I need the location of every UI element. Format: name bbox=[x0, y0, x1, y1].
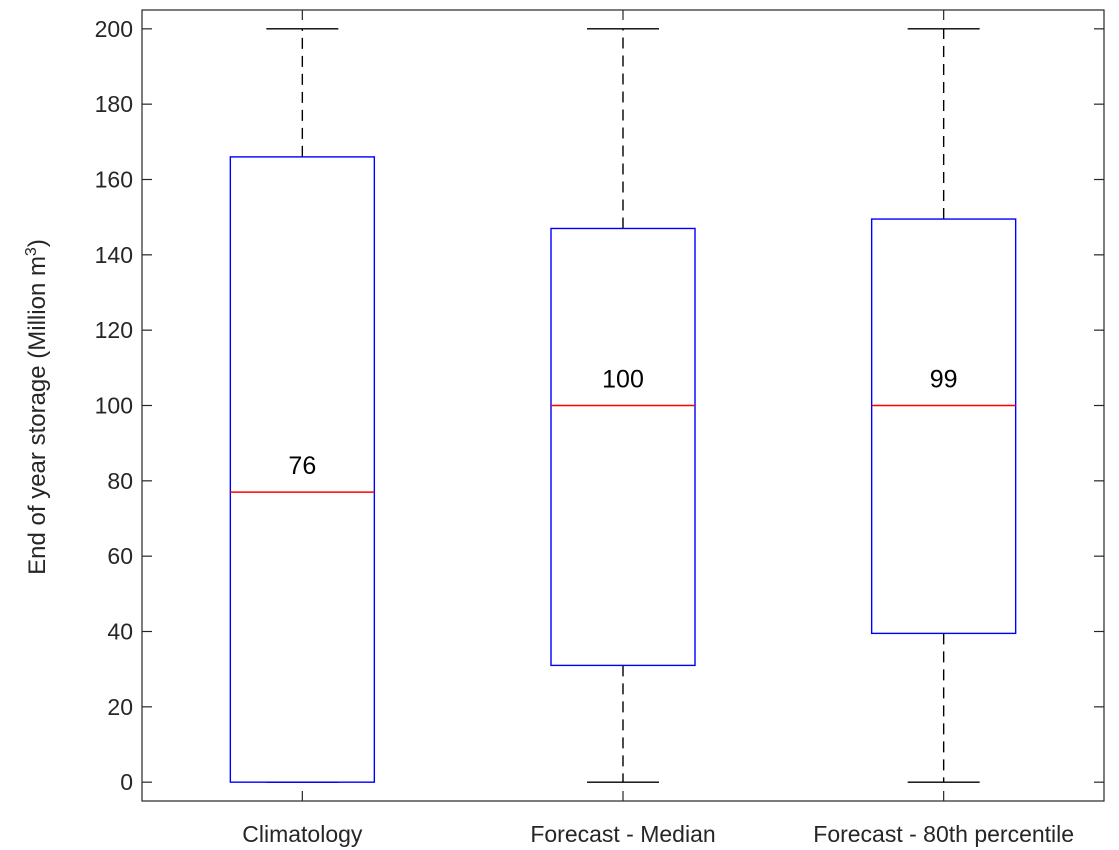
y-tick-label: 120 bbox=[95, 317, 133, 343]
y-axis-label-text: End of year storage (Million m bbox=[24, 256, 51, 575]
y-axis-label: End of year storage (Million m3) bbox=[23, 239, 51, 575]
y-tick-label: 200 bbox=[95, 16, 133, 42]
iqr-box bbox=[550, 227, 696, 667]
x-tick-label: Climatology bbox=[242, 821, 363, 847]
iqr-box bbox=[870, 218, 1017, 635]
y-tick-label: 60 bbox=[107, 543, 133, 569]
y-tick-label: 80 bbox=[107, 468, 133, 494]
x-axis-ticks: Climatology Forecast - Median Forecast - 8… bbox=[242, 10, 1074, 847]
y-tick-label: 160 bbox=[95, 167, 133, 193]
median-value-label: 76 bbox=[288, 452, 316, 480]
box-group: 100 bbox=[550, 28, 696, 783]
y-tick-label: 0 bbox=[120, 769, 133, 795]
plot-area: 76 100 99 bbox=[141, 9, 1105, 802]
y-tick-label: 180 bbox=[95, 91, 133, 117]
box-group: 99 bbox=[870, 28, 1017, 783]
x-tick-label: Forecast - Median bbox=[530, 821, 715, 847]
y-axis-ticks: 0 20 40 60 80 100 120 140 160 180 200 bbox=[95, 16, 1104, 795]
iqr-box bbox=[229, 156, 376, 783]
median-value-label: 99 bbox=[930, 366, 958, 394]
y-tick-label: 20 bbox=[107, 694, 133, 720]
y-tick-label: 40 bbox=[107, 619, 133, 645]
y-tick-label: 100 bbox=[95, 393, 133, 419]
median-value-label: 100 bbox=[602, 366, 644, 394]
x-tick-label: Forecast - 80th percentile bbox=[813, 821, 1074, 847]
y-tick-label: 140 bbox=[95, 242, 133, 268]
y-axis-label-suffix: ) bbox=[24, 239, 51, 247]
y-axis-label-superscript: 3 bbox=[23, 247, 40, 256]
box-group: 76 bbox=[229, 28, 376, 783]
